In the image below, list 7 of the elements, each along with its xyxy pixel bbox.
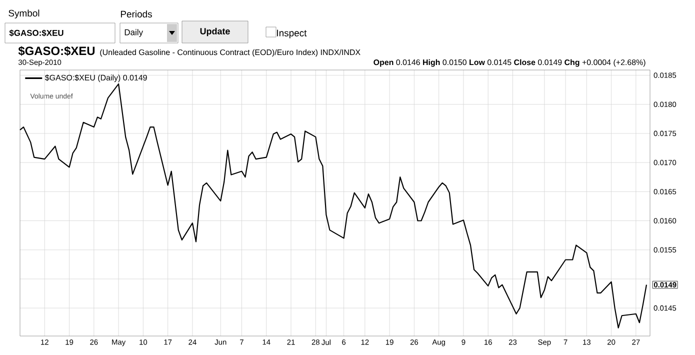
text: Symbol [8, 10, 40, 18]
text: Periods [120, 10, 152, 18]
text: $GASO:$XEU [9, 30, 64, 36]
text: Update [200, 28, 230, 36]
chart-title: $GASO:$XEU [18, 46, 95, 56]
text: Daily [124, 29, 144, 37]
text: Inspect [277, 30, 307, 38]
